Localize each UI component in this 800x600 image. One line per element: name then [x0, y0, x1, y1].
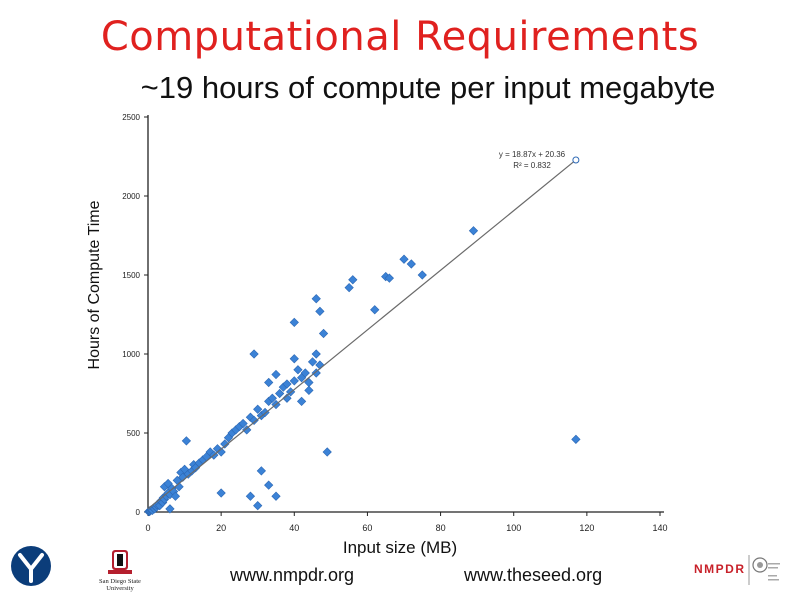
- data-point: [264, 480, 274, 490]
- data-point: [289, 317, 299, 328]
- data-point: [271, 369, 281, 380]
- data-point: [406, 259, 416, 269]
- sdsu-logo: [108, 550, 132, 574]
- data-point: [293, 365, 303, 375]
- data-point: [348, 275, 358, 285]
- data-point: [249, 349, 259, 359]
- data-point: [282, 393, 292, 403]
- y-tick-label: 0: [136, 508, 141, 517]
- y-tick-label: 2500: [122, 113, 140, 122]
- data-point: [311, 349, 321, 359]
- data-point: [370, 305, 380, 315]
- university-y-logo: [11, 546, 51, 586]
- chart-ticks: 0 20 40 60 80 100 120 140 0 500 1000 1500 2000 2500: [122, 113, 667, 533]
- x-tick-label: 80: [436, 523, 446, 533]
- data-point: [315, 306, 325, 316]
- data-point: [256, 466, 266, 476]
- x-tick-label: 60: [362, 523, 372, 533]
- data-point: [468, 226, 479, 236]
- data-point: [264, 377, 274, 388]
- data-point: [245, 491, 256, 501]
- data-point: [242, 425, 252, 435]
- data-point: [399, 254, 409, 264]
- data-point: [311, 294, 321, 304]
- sdsu-logo-text: San Diego State University: [99, 578, 141, 592]
- data-point: [170, 491, 181, 501]
- data-point: [289, 376, 299, 386]
- nmpdr-logo: NMPDR: [694, 562, 746, 576]
- data-point: [417, 270, 427, 280]
- slide-subtitle: ~19 hours of compute per input megabyte: [140, 70, 716, 105]
- data-point: [249, 415, 259, 425]
- data-point: [275, 388, 285, 399]
- data-point: [267, 393, 277, 403]
- data-point: [181, 436, 192, 446]
- x-axis-label: Input size (MB): [343, 538, 457, 557]
- y-tick-label: 500: [127, 429, 141, 438]
- slide-title: Computational Requirements: [100, 14, 700, 60]
- chart-axes: [147, 115, 664, 513]
- data-point: [253, 404, 263, 414]
- x-tick-label: 0: [145, 523, 150, 533]
- chart-points: [144, 226, 581, 517]
- data-point: [216, 447, 226, 457]
- nmpdr-seal-icon: [748, 555, 780, 585]
- y-tick-label: 2000: [122, 192, 140, 201]
- data-point: [289, 354, 299, 364]
- y-tick-label: 1000: [122, 350, 140, 359]
- trendline-end-marker: [572, 156, 580, 164]
- y-axis-label: Hours of Compute Time: [86, 200, 103, 369]
- data-point: [163, 478, 173, 489]
- x-tick-label: 40: [289, 523, 299, 533]
- data-point: [307, 357, 318, 367]
- x-tick-label: 140: [652, 523, 667, 533]
- x-tick-label: 20: [216, 523, 226, 533]
- data-point: [318, 328, 329, 339]
- data-point: [253, 501, 263, 511]
- data-point: [322, 447, 332, 457]
- data-point: [296, 396, 307, 407]
- x-tick-label: 120: [579, 523, 594, 533]
- data-point: [216, 488, 226, 498]
- data-point: [344, 283, 354, 293]
- data-point: [282, 379, 292, 389]
- data-point: [304, 385, 314, 395]
- x-tick-label: 100: [506, 523, 521, 533]
- scatter-chart: 0 20 40 60 80 100 120 140 0 500 1000 1500 2000 2500 y…: [86, 113, 668, 557]
- footer-link-nmpdr[interactable]: www.nmpdr.org: [230, 565, 355, 585]
- data-point: [384, 273, 394, 283]
- footer-link-theseed[interactable]: www.theseed.org: [464, 565, 603, 585]
- trendline-equation: y = 18.87x + 20.36: [499, 150, 566, 159]
- data-point: [165, 504, 175, 514]
- trendline-r2: R² = 0.832: [513, 161, 551, 170]
- data-point: [271, 491, 281, 501]
- data-point: [571, 434, 581, 444]
- data-point: [300, 368, 310, 378]
- y-tick-label: 1500: [122, 271, 140, 280]
- trendline: [147, 159, 577, 510]
- data-point: [212, 444, 223, 454]
- data-point: [311, 368, 321, 378]
- data-point: [220, 439, 230, 449]
- data-point: [238, 418, 248, 429]
